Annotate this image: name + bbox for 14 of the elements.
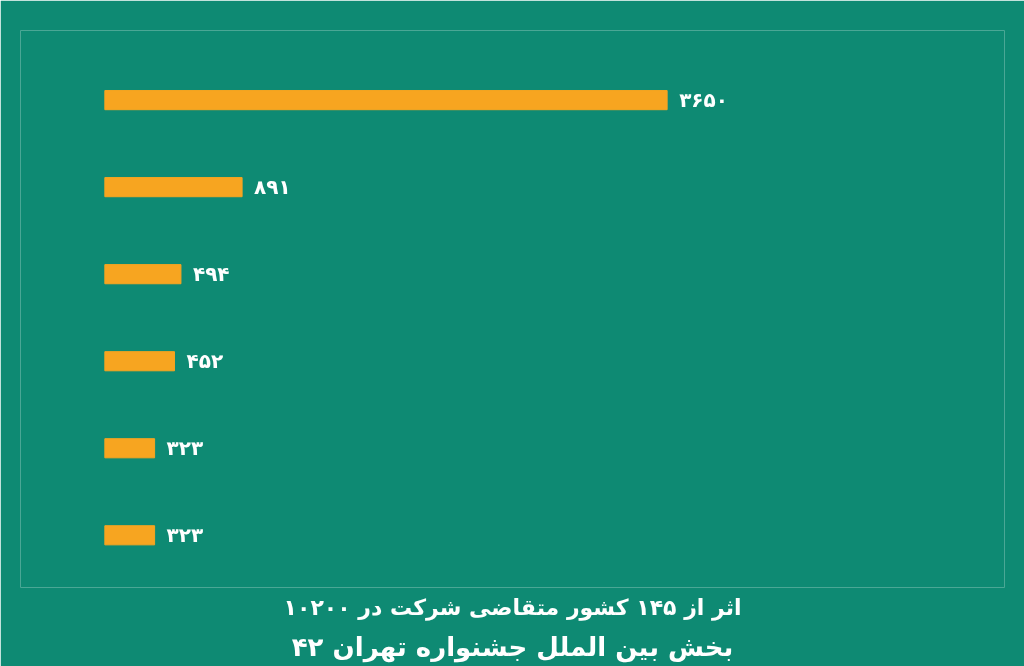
bar: [104, 264, 182, 285]
data-label: ۴۹۴: [192, 262, 230, 287]
data-label: ۴۵۲: [186, 349, 224, 374]
bar: [104, 438, 156, 459]
data-label: ۳۶۵۰: [679, 88, 728, 113]
bar: [104, 525, 156, 546]
data-label: ۳۲۳: [166, 523, 204, 548]
bar: [104, 90, 668, 111]
data-label: ۸۹۱: [254, 175, 291, 200]
bar: [104, 351, 175, 372]
data-label: ۳۲۳: [166, 436, 204, 461]
text: ۱۰۲۰۰ اثر از ۱۴۵ کشور متقاضی شرکت در: [283, 594, 742, 621]
text: بخش بین الملل جشنواره تهران ۴۲: [291, 631, 734, 663]
bar: [104, 177, 243, 198]
